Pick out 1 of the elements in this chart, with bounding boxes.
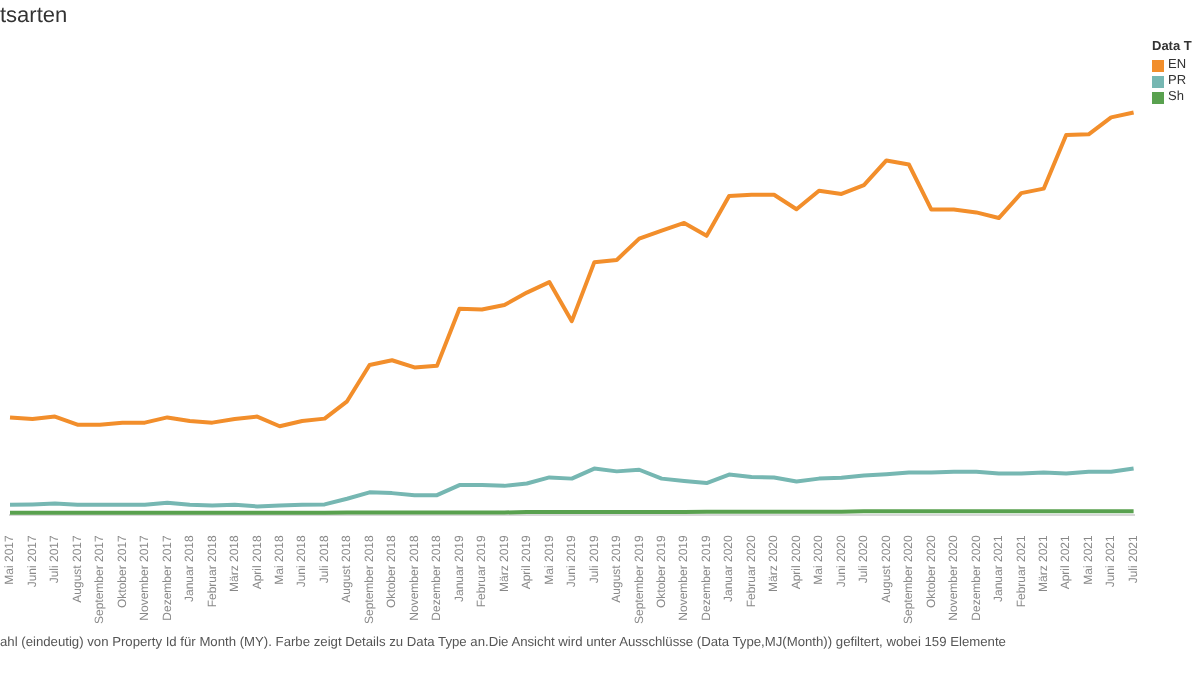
chart-title: tsarten xyxy=(0,4,68,28)
